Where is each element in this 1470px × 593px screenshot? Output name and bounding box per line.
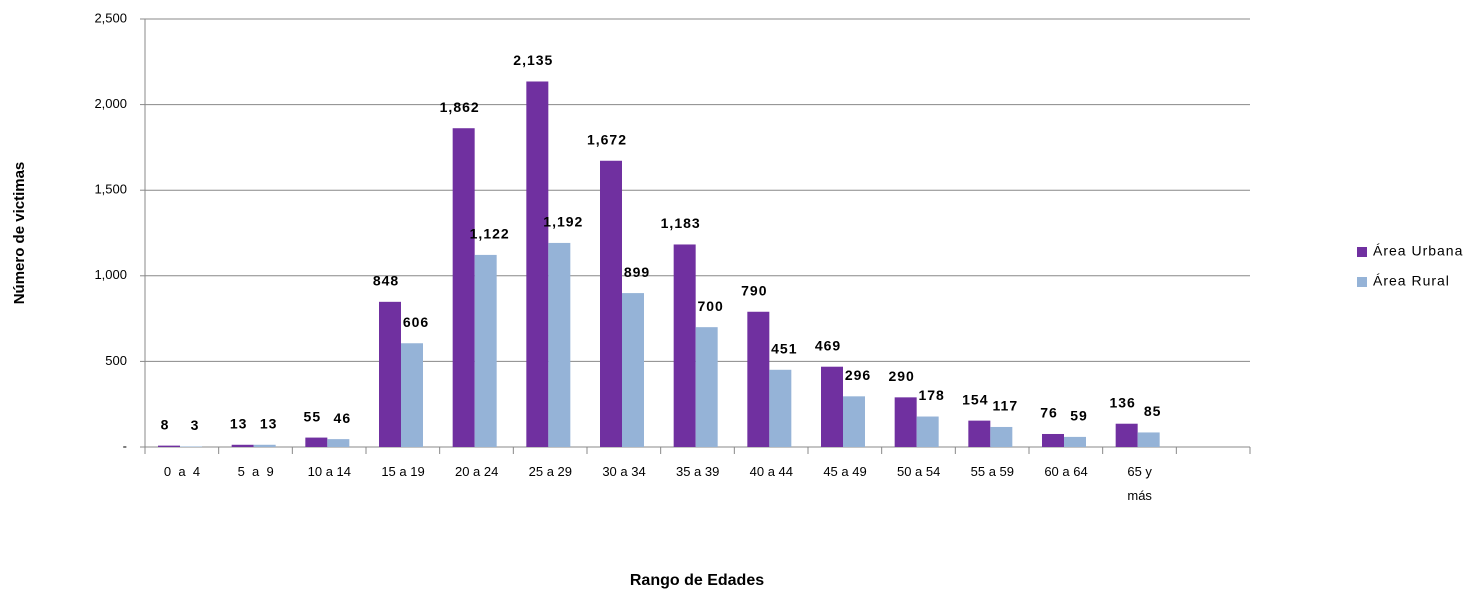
data-label: 46 (334, 410, 352, 426)
data-label: 8 (161, 416, 170, 432)
data-label: 178 (918, 387, 944, 403)
data-label: 13 (260, 415, 278, 431)
data-label: 451 (771, 340, 797, 356)
bar (990, 426, 1013, 447)
data-label: 848 (373, 273, 399, 289)
bar (1042, 433, 1064, 447)
bar (769, 369, 792, 447)
data-label: 55 (304, 408, 322, 424)
x-tick-label: 40 a 44 (749, 464, 794, 479)
data-label: 790 (741, 282, 767, 298)
y-tick-label: 1,000 (94, 267, 127, 282)
data-label: 117 (993, 398, 1019, 414)
legend-swatch (1357, 277, 1367, 287)
data-label: 469 (815, 337, 841, 353)
y-axis-title: Número de victimas (11, 162, 28, 305)
bar (474, 254, 497, 447)
bar (1064, 436, 1086, 447)
bar (968, 420, 991, 447)
data-label: 899 (624, 264, 650, 280)
data-label: 606 (403, 314, 429, 330)
bar (379, 301, 401, 447)
bar (600, 160, 622, 447)
bar (1115, 423, 1138, 447)
x-tick-label: 15 a 19 (381, 464, 425, 479)
legend-label: Área Rural (1373, 273, 1450, 289)
data-label: 2,135 (513, 52, 553, 68)
data-label: 1,122 (470, 226, 510, 242)
data-label: 13 (230, 415, 248, 431)
data-label: 296 (845, 367, 871, 383)
data-label: 1,183 (661, 215, 701, 231)
legend-swatch (1357, 247, 1367, 257)
x-tick-label: 50 a 54 (896, 464, 941, 479)
x-tick-label: 45 a 49 (823, 464, 867, 479)
x-tick-label: 25 a 29 (528, 464, 573, 479)
bar (526, 81, 549, 447)
x-tick-label: 5 a 9 (237, 464, 274, 479)
bar (821, 366, 843, 447)
bar (253, 444, 276, 447)
bar (452, 128, 475, 448)
data-label: 154 (962, 391, 988, 407)
x-tick-label: 65 y más (1127, 464, 1152, 503)
bar (548, 242, 571, 447)
x-tick-label: 30 a 34 (602, 464, 646, 479)
data-label: 1,672 (587, 131, 627, 147)
bar (231, 444, 254, 447)
bar (673, 244, 696, 447)
x-tick-label: 0 a 4 (163, 464, 201, 479)
data-label: 136 (1109, 394, 1135, 410)
data-label: 700 (697, 298, 723, 314)
bar (158, 445, 180, 447)
data-label: 1,192 (543, 214, 583, 230)
data-label: 76 (1040, 405, 1058, 421)
bar (695, 327, 718, 447)
data-label: 85 (1144, 403, 1162, 419)
data-label: 1,862 (440, 99, 480, 115)
bar (843, 396, 865, 447)
y-tick-label: 2,500 (94, 10, 127, 25)
data-label: 290 (888, 368, 914, 384)
x-tick-label: 10 a 14 (307, 464, 352, 479)
data-label: 59 (1070, 408, 1088, 424)
bar (916, 416, 939, 447)
data-label: 3 (191, 417, 200, 433)
x-tick-label: 60 a 64 (1044, 464, 1088, 479)
y-tick-label: 2,000 (94, 96, 127, 111)
x-tick-label: 20 a 24 (454, 464, 499, 479)
x-axis-title: Rango de Edades (630, 572, 764, 589)
y-tick-label: 1,500 (94, 182, 127, 197)
x-tick-label: 35 a 39 (675, 464, 720, 479)
legend-label: Área Urbana (1373, 243, 1463, 259)
x-tick-label: 55 a 59 (970, 464, 1015, 479)
bar (180, 446, 202, 447)
bar (894, 397, 917, 447)
bar (1137, 432, 1160, 447)
y-tick-label: - (123, 438, 127, 453)
bar (747, 311, 770, 447)
bar (305, 437, 328, 447)
bar (622, 293, 644, 447)
bar (401, 343, 423, 447)
y-tick-label: 500 (105, 353, 127, 368)
bar (327, 439, 350, 447)
